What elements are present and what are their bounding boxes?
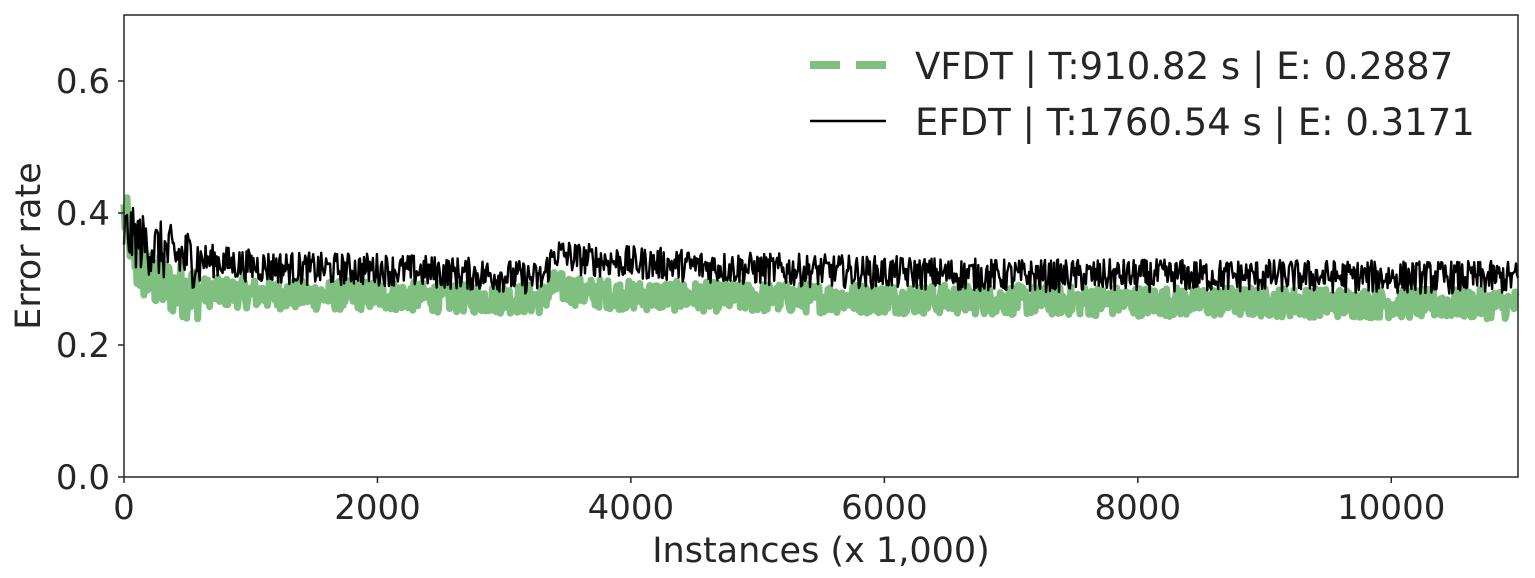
x-tick-label: 6000 — [841, 488, 928, 528]
x-tick-label: 2000 — [334, 488, 421, 528]
y-tick-label: 0.2 — [56, 326, 110, 366]
x-axis-label: Instances (x 1,000) — [652, 531, 990, 571]
plot-frame — [123, 14, 1519, 478]
x-tick-label: 4000 — [588, 488, 675, 528]
legend-label-vfdt: VFDT | T:910.82 s | E: 0.2887 — [915, 45, 1453, 88]
legend-label-efdt: EFDT | T:1760.54 s | E: 0.3171 — [915, 101, 1475, 144]
series-line-1 — [122, 206, 1520, 295]
x-tick-label: 8000 — [1095, 488, 1182, 528]
ticks-layer: 0 2000 4000 6000 8000 10000 0.0 0.2 0.4 0.6 — [56, 62, 1445, 528]
y-tick-label: 0.0 — [56, 458, 110, 498]
x-tick-label: 10000 — [1337, 488, 1445, 528]
y-tick-label: 0.6 — [56, 62, 110, 102]
x-tick-label: 0 — [113, 488, 135, 528]
series-line-0 — [120, 194, 1521, 323]
legend: VFDT | T:910.82 s | E: 0.2887 EFDT | T:1… — [810, 45, 1475, 144]
y-axis-label: Error rate — [9, 162, 49, 330]
y-tick-label: 0.4 — [56, 194, 110, 234]
series-layer — [120, 194, 1521, 323]
